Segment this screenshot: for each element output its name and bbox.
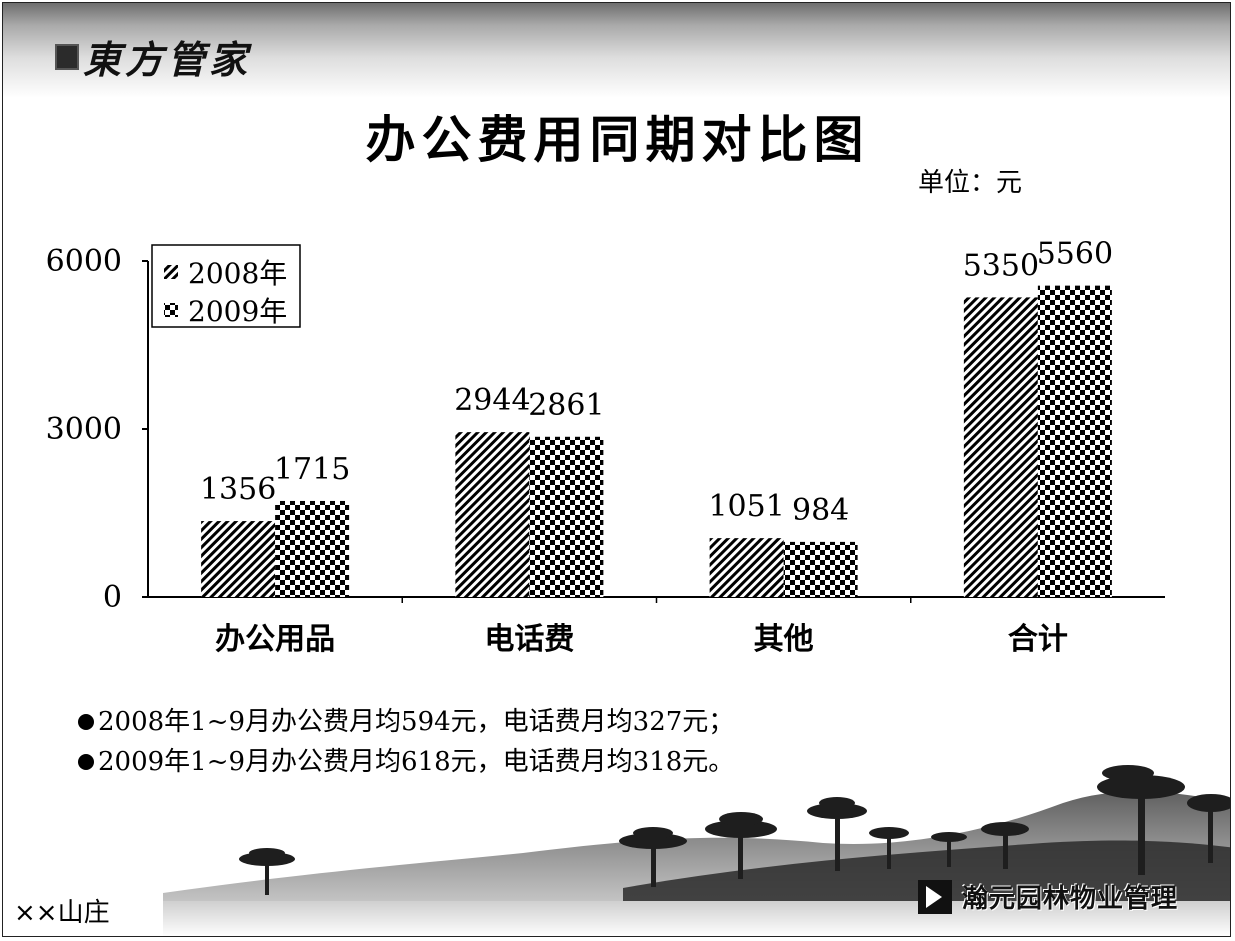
bar [275, 500, 350, 597]
bar-value-label: 5560 [1037, 237, 1113, 272]
bar [709, 538, 784, 597]
bar-value-label: 1356 [200, 472, 276, 507]
note-text: 2008年1~9月办公费月均594元，电话费月均327元； [98, 707, 735, 737]
x-category-label: 办公用品 [215, 622, 335, 657]
bar [783, 541, 858, 597]
bullet-icon [78, 714, 94, 730]
bar-value-label: 2861 [528, 388, 604, 423]
bar [455, 432, 530, 597]
note-text: 2009年1~9月办公费月均618元，电话费月均318元。 [98, 747, 735, 777]
y-tick-label: 0 [103, 580, 122, 615]
logo-seal-icon [55, 43, 79, 70]
y-tick-label: 3000 [46, 412, 122, 447]
chart-title: 办公费用同期对比图 [365, 111, 870, 169]
bar-value-label: 1715 [274, 452, 350, 487]
x-category-label: 电话费 [484, 622, 574, 657]
bar [963, 297, 1038, 597]
legend-label: 2009年 [188, 295, 287, 328]
x-category-label: 合计 [1008, 622, 1068, 657]
legend-swatch [164, 303, 178, 317]
legend-label: 2008年 [188, 257, 287, 290]
notes-list: 2008年1~9月办公费月均594元，电话费月均327元； 2009年1~9月办… [78, 702, 734, 782]
bar-value-label: 5350 [963, 248, 1039, 283]
bullet-icon [78, 754, 94, 770]
company-logo: 東方管家 [55, 29, 251, 84]
bar [201, 521, 276, 597]
x-category-label: 其他 [754, 622, 814, 657]
footer-location: ××山庄 [14, 898, 110, 928]
brand-name: 瀚元园林物业管理 [962, 884, 1179, 914]
brand-icon [918, 879, 952, 914]
landscape-scenery [163, 765, 1230, 936]
y-tick-label: 6000 [46, 244, 122, 279]
unit-label: 单位：元 [918, 168, 1023, 198]
bar [529, 436, 604, 597]
bar-value-label: 984 [792, 493, 849, 528]
bar-value-label: 1051 [708, 489, 784, 524]
bar-value-label: 2944 [454, 383, 530, 418]
bar [1037, 285, 1112, 597]
legend-swatch [164, 265, 178, 279]
brand-logo-group: 瀚元园林物业管理 [918, 878, 1178, 915]
note-item: 2009年1~9月办公费月均618元，电话费月均318元。 [78, 742, 734, 782]
note-item: 2008年1~9月办公费月均594元，电话费月均327元； [78, 702, 734, 742]
tree-silhouettes [239, 765, 1230, 895]
logo-text: 東方管家 [83, 37, 252, 82]
